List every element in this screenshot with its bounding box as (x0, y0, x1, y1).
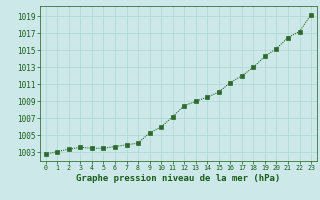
X-axis label: Graphe pression niveau de la mer (hPa): Graphe pression niveau de la mer (hPa) (76, 174, 281, 183)
